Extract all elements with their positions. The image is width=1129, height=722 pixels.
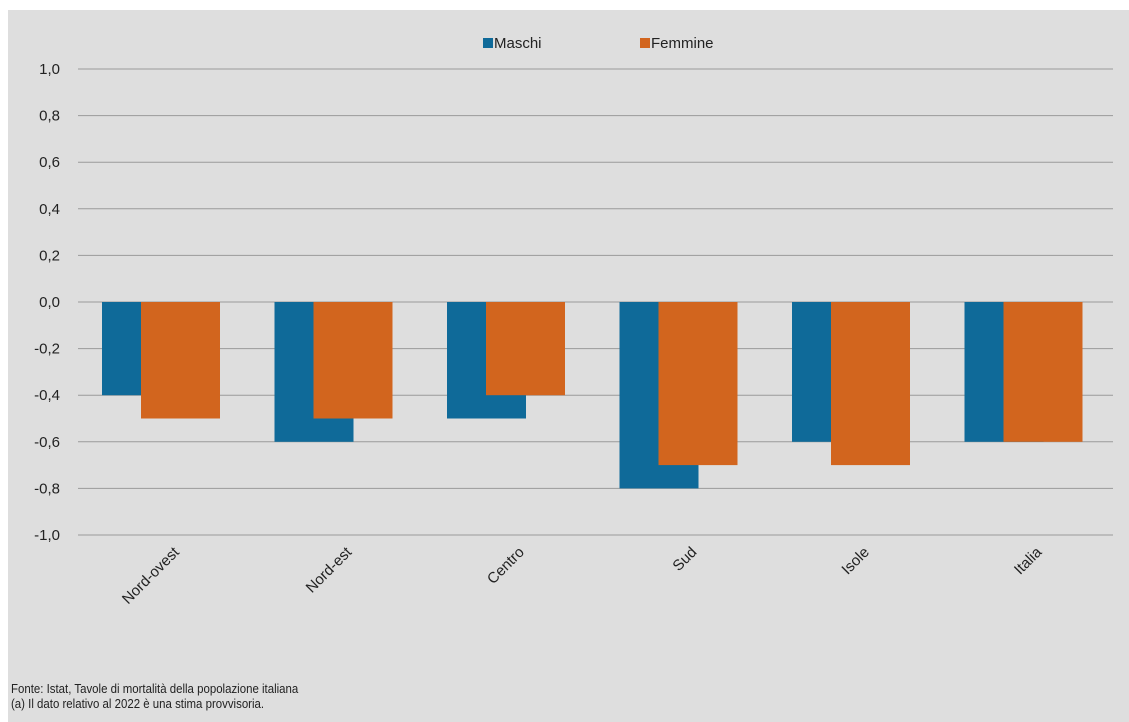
bars <box>102 302 1083 489</box>
bar-femmine-nord-ovest <box>141 302 220 419</box>
y-tick-label: 1,0 <box>39 61 60 78</box>
y-tick-label: -0,8 <box>34 480 60 497</box>
source-note: Fonte: Istat, Tavole di mortalità della … <box>11 681 299 696</box>
bar-femmine-italia <box>1003 302 1083 442</box>
y-axis-ticks: 1,0 0,8 0,6 0,4 0,2 0,0 -0,2 -0,4 -0,6 -0,8 -1,0 <box>34 61 60 544</box>
bar-femmine-isole <box>831 302 910 466</box>
y-tick-label: 0,4 <box>39 201 60 218</box>
y-tick-label: -0,4 <box>34 387 60 404</box>
bar-femmine-sud <box>658 302 738 466</box>
x-category-label: Sud <box>669 544 700 575</box>
y-tick-label: -1,0 <box>34 527 60 544</box>
x-category-label: Nord-est <box>303 543 356 596</box>
y-tick-label: -0,2 <box>34 341 60 358</box>
grid-lines <box>78 68 1113 536</box>
footnote: (a) Il dato relativo al 2022 è una stima… <box>11 696 265 711</box>
chart-notes: Fonte: Istat, Tavole di mortalità della … <box>11 681 298 711</box>
y-tick-label: 0,8 <box>39 108 60 125</box>
legend-label-maschi: Maschi <box>494 35 542 52</box>
legend-swatch-femmine <box>640 38 650 48</box>
x-axis-labels: Nord-ovest Nord-est Centro Sud Isole Italia <box>119 543 1046 607</box>
bar-femmine-nord-est <box>313 302 393 419</box>
y-tick-label: 0,6 <box>39 154 60 171</box>
bar-femmine-centro <box>486 302 565 396</box>
legend: Maschi Femmine <box>483 35 714 52</box>
y-tick-label: 0,0 <box>39 294 60 311</box>
x-category-label: Isole <box>838 544 872 578</box>
y-tick-label: 0,2 <box>39 247 60 264</box>
legend-swatch-maschi <box>483 38 493 48</box>
x-category-label: Italia <box>1011 543 1046 578</box>
legend-label-femmine: Femmine <box>651 35 714 52</box>
y-tick-label: -0,6 <box>34 434 60 451</box>
x-category-label: Centro <box>484 544 528 588</box>
x-category-label: Nord-ovest <box>119 543 183 607</box>
